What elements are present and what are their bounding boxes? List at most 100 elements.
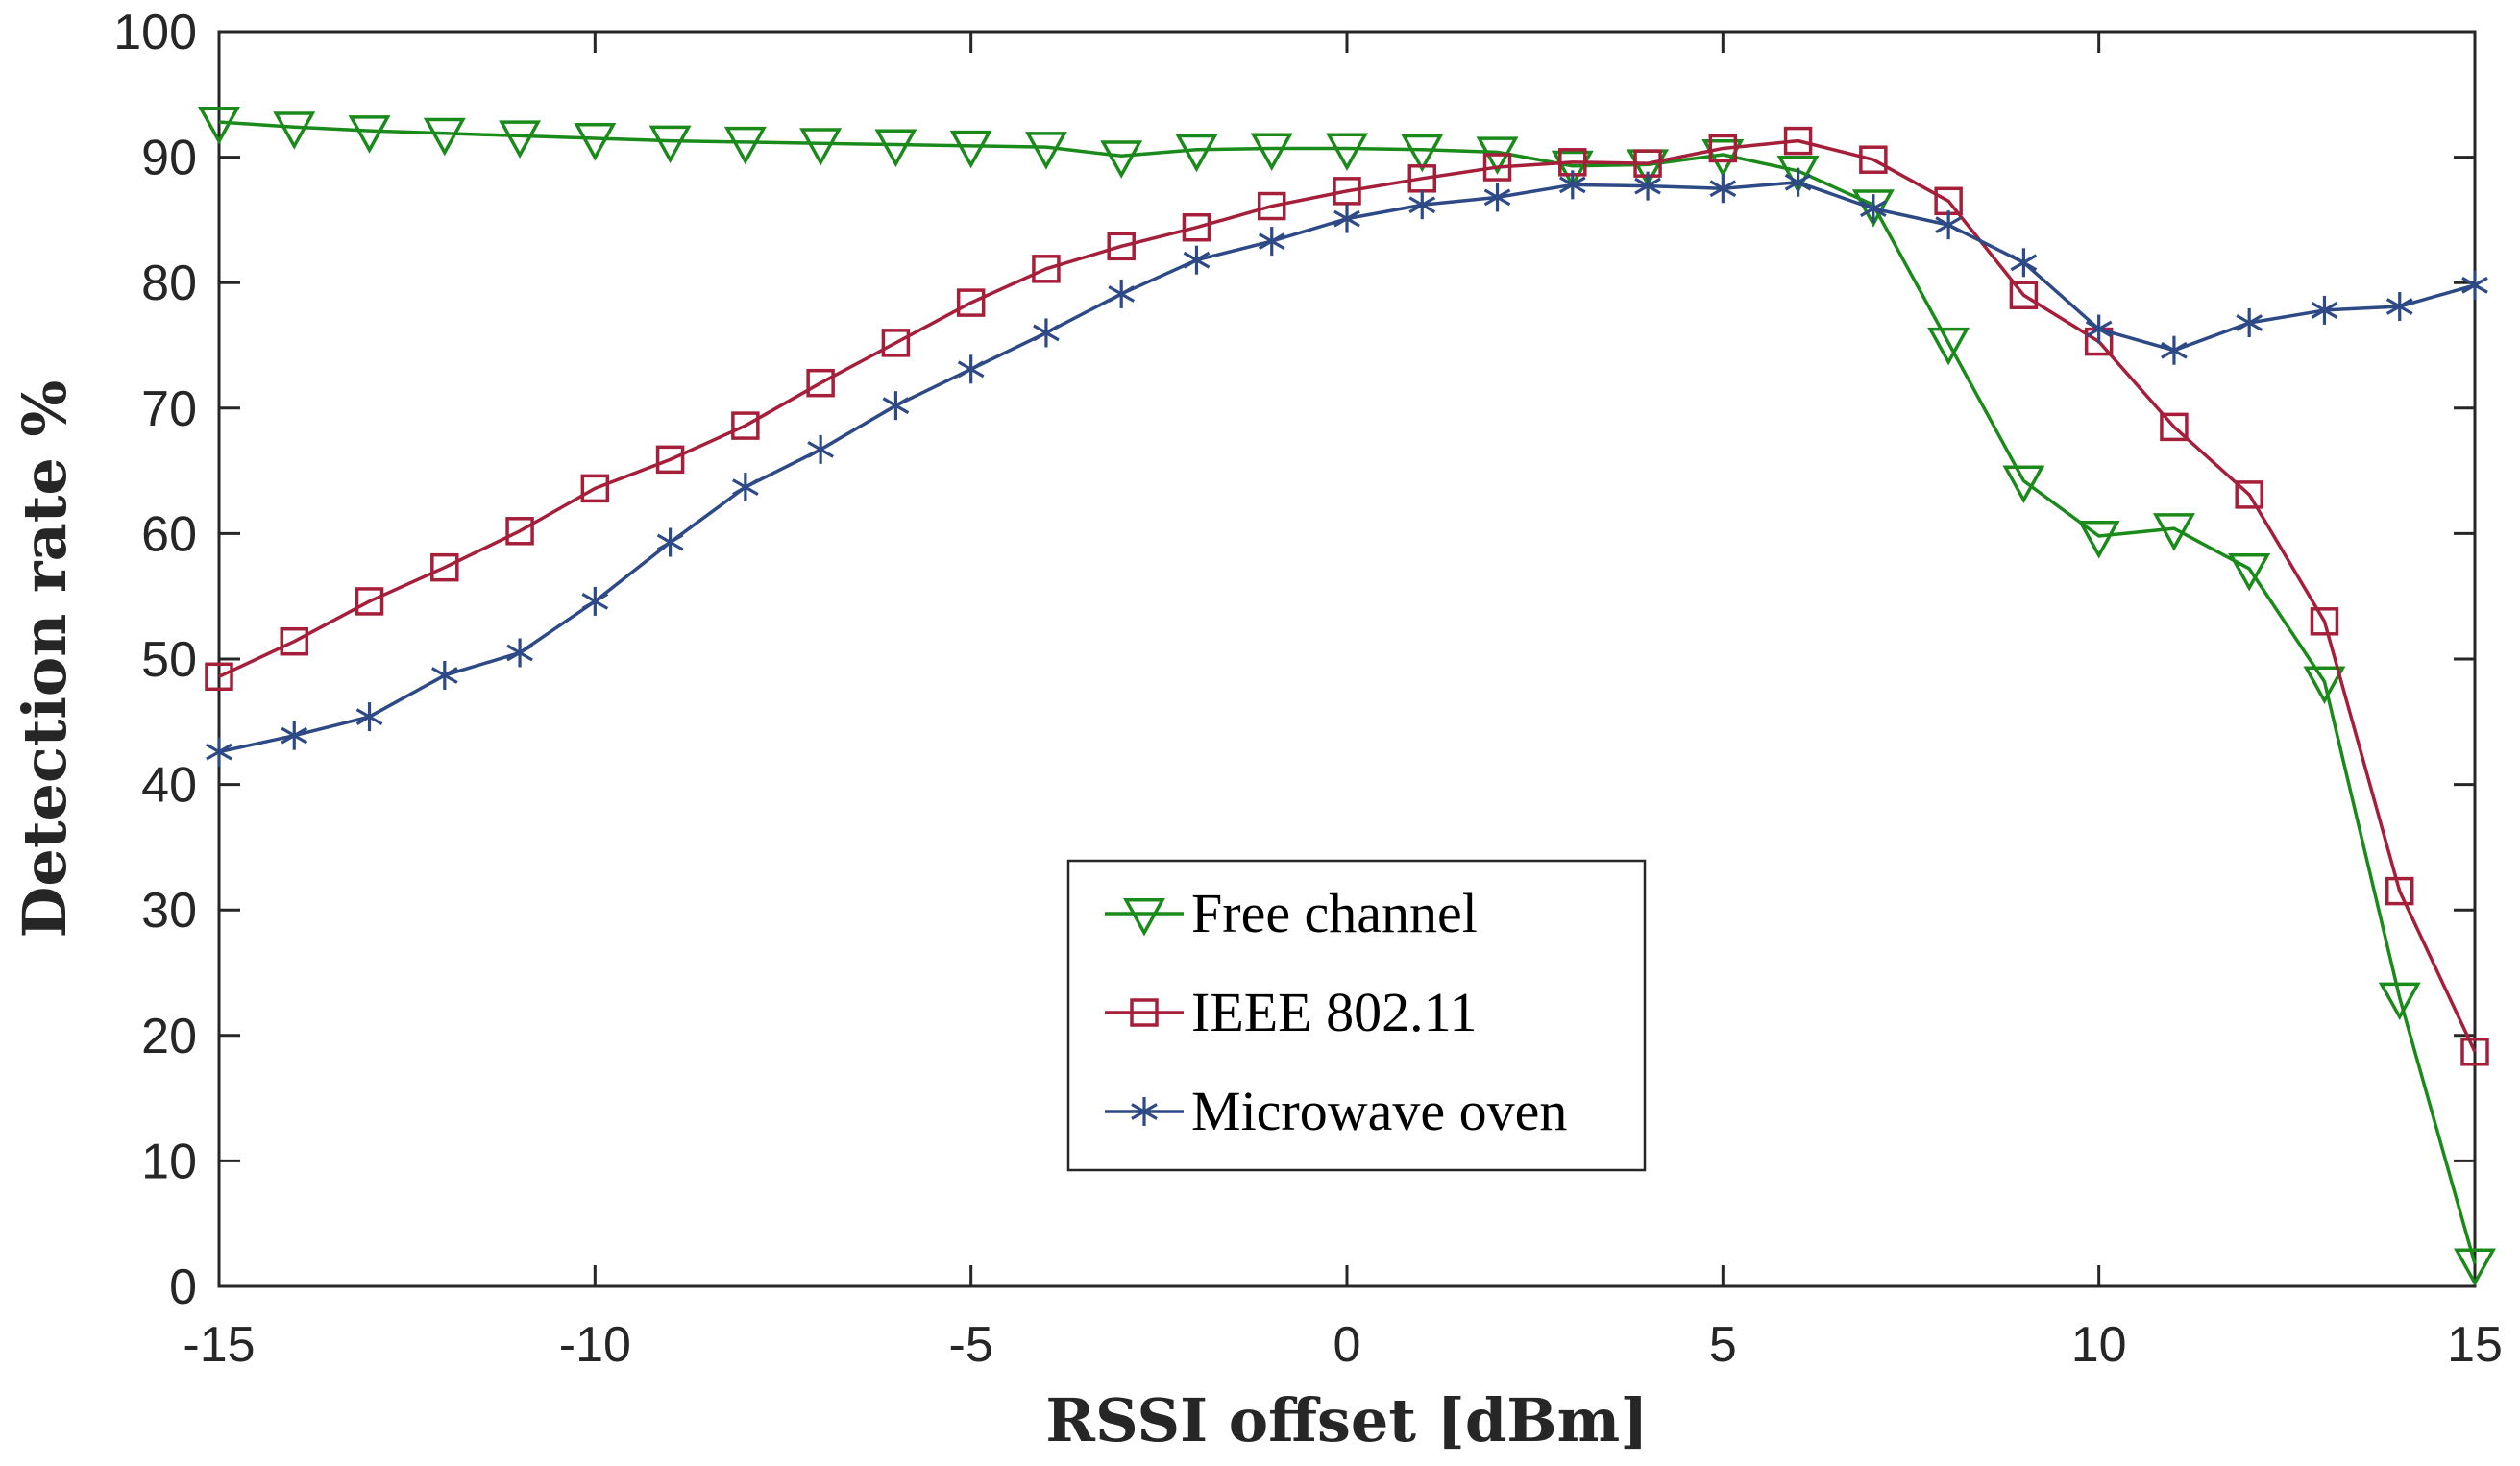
data-point bbox=[1634, 171, 1661, 201]
data-point bbox=[806, 368, 835, 398]
data-point bbox=[2002, 465, 2045, 504]
y-tick-label: 100 bbox=[113, 5, 197, 61]
data-point bbox=[881, 329, 911, 357]
data-point bbox=[198, 107, 240, 145]
data-point bbox=[2161, 335, 2188, 365]
legend-marker bbox=[1131, 1097, 1158, 1126]
data-point bbox=[1183, 245, 1211, 275]
data-point bbox=[1551, 150, 1594, 189]
data-point bbox=[2385, 876, 2414, 906]
data-point bbox=[2010, 248, 2038, 278]
y-tick-label: 70 bbox=[141, 381, 197, 437]
data-point bbox=[1859, 145, 1888, 174]
data-point bbox=[2009, 281, 2039, 310]
y-tick-label: 60 bbox=[141, 506, 197, 562]
data-point bbox=[2454, 1248, 2496, 1287]
legend: Free channel IEEE 802.11 Microwave oven bbox=[1066, 859, 1647, 1172]
series-line bbox=[218, 120, 2477, 1264]
data-point bbox=[423, 117, 466, 157]
data-point bbox=[1033, 318, 1060, 348]
data-point bbox=[732, 473, 759, 502]
series-microwave-oven bbox=[206, 167, 2488, 767]
data-point bbox=[648, 125, 692, 164]
data-point bbox=[2235, 480, 2263, 509]
data-point bbox=[2385, 292, 2413, 322]
x-tick-label: -5 bbox=[949, 1317, 993, 1373]
legend-marker bbox=[1130, 998, 1159, 1027]
y-axis-title: Detection rate % bbox=[10, 380, 80, 939]
y-tick-label: 0 bbox=[169, 1259, 197, 1315]
data-point bbox=[1032, 255, 1061, 283]
data-point bbox=[1708, 134, 1738, 163]
data-point bbox=[656, 527, 684, 557]
legend-marker bbox=[1123, 898, 1165, 937]
data-point bbox=[273, 111, 316, 150]
data-point bbox=[2077, 521, 2120, 559]
y-tick-label: 20 bbox=[141, 1009, 197, 1064]
data-point bbox=[731, 411, 760, 440]
data-point bbox=[2311, 295, 2338, 325]
data-point bbox=[206, 737, 232, 767]
data-point bbox=[2160, 412, 2189, 442]
data-point bbox=[2228, 552, 2271, 592]
data-point bbox=[1250, 133, 1293, 172]
series-free-channel bbox=[198, 107, 2496, 1287]
legend-label: IEEE 802.11 bbox=[1191, 981, 1477, 1043]
data-point bbox=[1108, 279, 1136, 308]
series-line bbox=[218, 180, 2476, 754]
data-point bbox=[2378, 982, 2421, 1021]
data-point bbox=[430, 660, 458, 690]
data-point bbox=[874, 129, 917, 168]
data-point bbox=[1709, 174, 1737, 204]
legend-label: Free channel bbox=[1191, 882, 1478, 944]
data-point bbox=[281, 721, 308, 750]
x-tick-label: 15 bbox=[2447, 1317, 2503, 1373]
legend-item-microwave-oven: Microwave oven bbox=[1105, 1080, 1567, 1142]
data-point bbox=[581, 586, 609, 616]
series-layer bbox=[198, 107, 2496, 1287]
x-tick-label: 10 bbox=[2071, 1317, 2127, 1373]
data-point bbox=[1100, 140, 1143, 179]
x-axis: -15 -10 -5 0 5 10 15 bbox=[183, 32, 2503, 1373]
data-point bbox=[506, 638, 533, 668]
data-point bbox=[1784, 167, 1812, 197]
data-point bbox=[1558, 170, 1586, 200]
data-point bbox=[280, 626, 309, 656]
data-point bbox=[1182, 212, 1211, 242]
legend-item-free-channel: Free channel bbox=[1105, 882, 1478, 944]
data-point bbox=[2303, 666, 2346, 705]
y-axis: 0 10 20 30 40 50 60 70 80 90 100 bbox=[113, 5, 2475, 1315]
data-point bbox=[1482, 153, 1512, 182]
data-point bbox=[1927, 327, 1970, 366]
data-point bbox=[799, 128, 843, 166]
data-point bbox=[1326, 133, 1368, 172]
data-point bbox=[430, 552, 459, 582]
data-point bbox=[949, 130, 992, 169]
data-point bbox=[1701, 138, 1745, 178]
data-point bbox=[1935, 210, 1962, 240]
y-tick-label: 50 bbox=[141, 632, 197, 688]
data-point bbox=[655, 445, 685, 475]
data-point bbox=[1258, 227, 1285, 257]
x-tick-label: -15 bbox=[183, 1317, 255, 1373]
data-point bbox=[1107, 232, 1136, 261]
data-point bbox=[574, 123, 617, 161]
data-point bbox=[1860, 194, 1887, 224]
y-tick-label: 10 bbox=[141, 1134, 197, 1189]
data-point bbox=[1024, 132, 1067, 170]
data-point bbox=[2461, 270, 2488, 300]
x-tick-label: 0 bbox=[1333, 1317, 1361, 1373]
x-tick-label: 5 bbox=[1709, 1317, 1737, 1373]
data-point bbox=[580, 474, 610, 503]
data-point bbox=[1483, 183, 1511, 212]
data-point bbox=[2236, 307, 2263, 337]
data-point bbox=[348, 115, 391, 154]
data-point bbox=[355, 587, 384, 616]
y-tick-label: 90 bbox=[141, 131, 197, 186]
data-point bbox=[2310, 607, 2339, 636]
data-point bbox=[2460, 1038, 2489, 1066]
data-point bbox=[807, 434, 834, 464]
legend-label: Microwave oven bbox=[1191, 1080, 1567, 1142]
data-point bbox=[1333, 177, 1361, 206]
data-point bbox=[2085, 314, 2113, 344]
